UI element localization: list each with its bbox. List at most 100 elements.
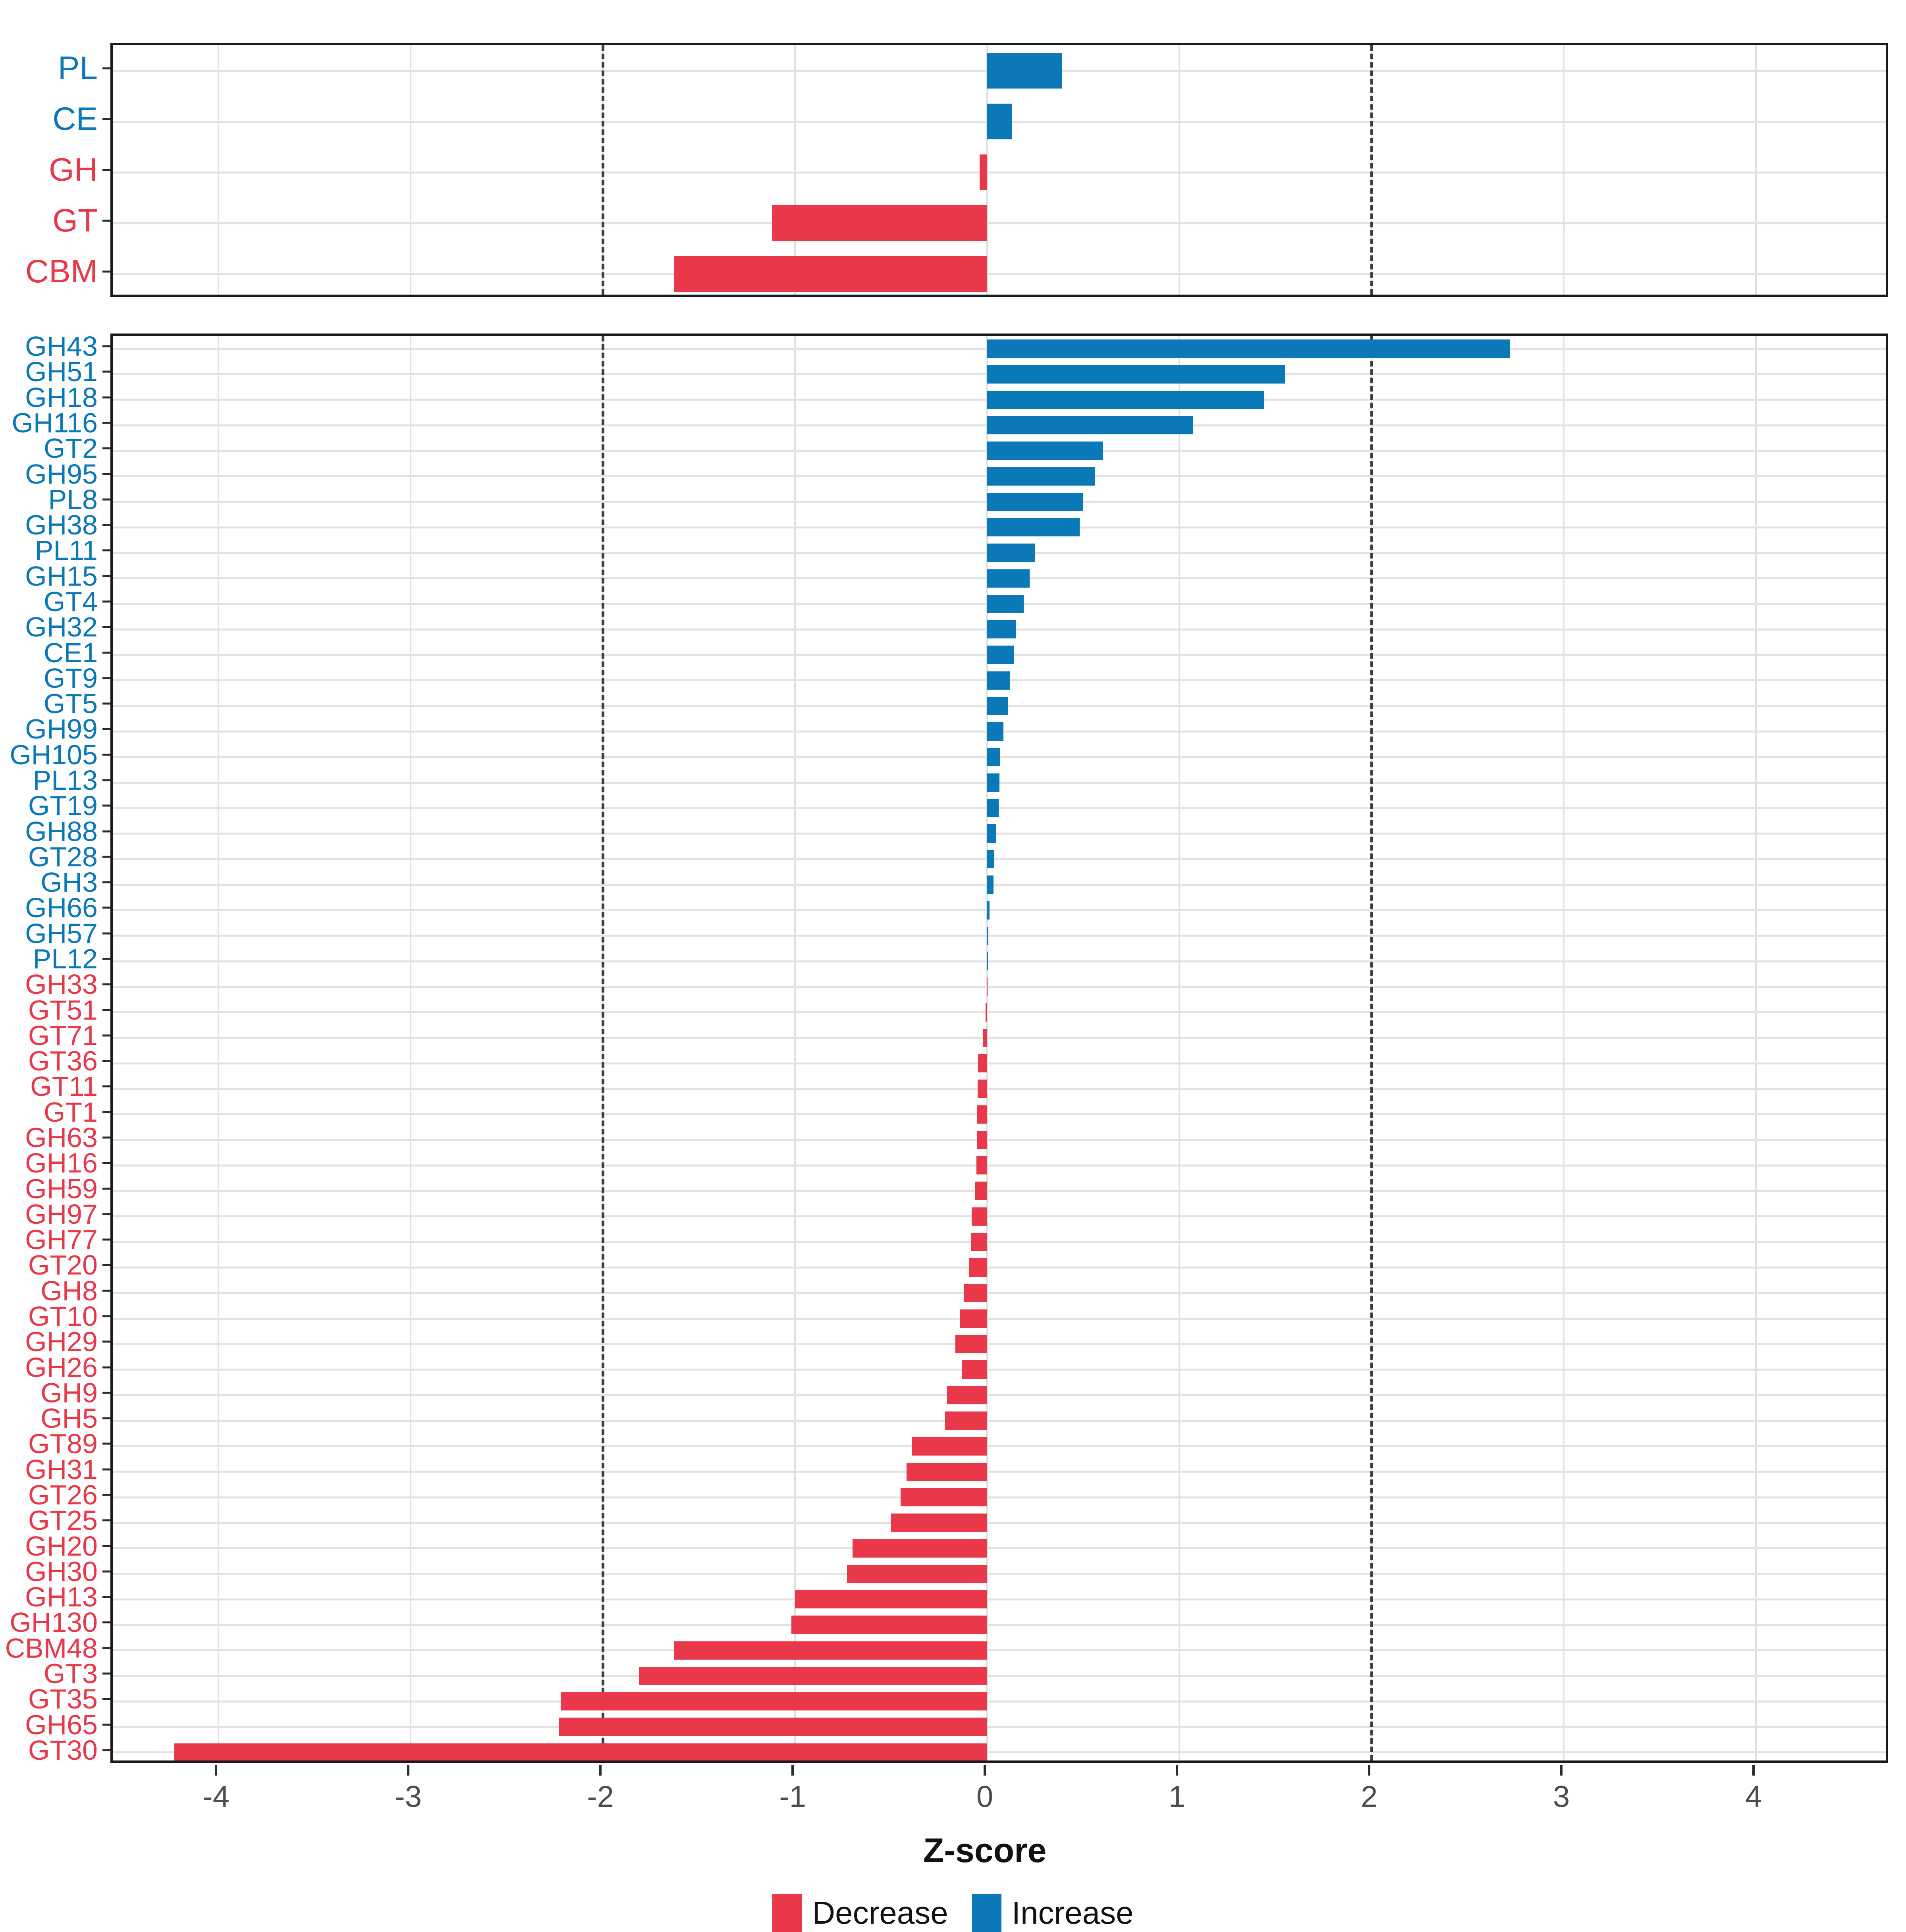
bar[interactable]: [987, 492, 1084, 511]
bar[interactable]: [987, 416, 1193, 435]
bar[interactable]: [987, 594, 1024, 613]
bar[interactable]: [970, 1233, 988, 1251]
bar[interactable]: [847, 1564, 988, 1583]
bar[interactable]: [987, 926, 989, 945]
y-tick-mark: [102, 345, 110, 347]
y-axis-tick-label: GH51: [25, 356, 98, 388]
bar[interactable]: [987, 365, 1285, 384]
y-tick-mark: [102, 881, 110, 883]
bar[interactable]: [947, 1386, 988, 1404]
bar[interactable]: [987, 442, 1103, 460]
bar[interactable]: [969, 1258, 988, 1277]
bar[interactable]: [985, 1003, 988, 1022]
bar[interactable]: [964, 1284, 988, 1302]
y-gridline: [113, 1037, 1886, 1039]
y-axis-tick-label: GH63: [25, 1122, 98, 1153]
bar[interactable]: [987, 773, 999, 792]
bar[interactable]: [987, 824, 997, 843]
bar[interactable]: [912, 1437, 988, 1456]
y-axis-tick-label: GH8: [41, 1275, 98, 1306]
y-axis-tick-label: GH26: [25, 1352, 98, 1383]
bar[interactable]: [987, 620, 1016, 639]
bar[interactable]: [955, 1335, 988, 1354]
bar[interactable]: [791, 1616, 988, 1634]
x-tick-mark: [407, 1765, 410, 1776]
y-axis-tick-label: GH20: [25, 1530, 98, 1562]
bar[interactable]: [560, 1692, 988, 1711]
bar[interactable]: [795, 1590, 988, 1609]
bar[interactable]: [987, 53, 1062, 89]
bar[interactable]: [987, 104, 1013, 139]
y-gridline: [113, 273, 1886, 275]
bar[interactable]: [976, 1156, 988, 1175]
bar[interactable]: [975, 1182, 988, 1200]
bar[interactable]: [978, 1054, 988, 1073]
bar[interactable]: [174, 1743, 988, 1760]
x-tick-mark: [599, 1765, 602, 1776]
y-tick-mark: [102, 1085, 110, 1087]
bar[interactable]: [972, 1207, 988, 1226]
bar[interactable]: [959, 1309, 988, 1328]
bar[interactable]: [987, 901, 990, 920]
y-gridline: [113, 1700, 1886, 1703]
y-axis-tick-label: GH16: [25, 1147, 98, 1179]
bar[interactable]: [772, 205, 988, 241]
bar[interactable]: [891, 1514, 988, 1532]
bar[interactable]: [987, 875, 994, 894]
bar[interactable]: [639, 1666, 988, 1685]
bar[interactable]: [987, 697, 1009, 715]
bar[interactable]: [987, 646, 1014, 664]
y-axis-tick-label: GT89: [28, 1428, 98, 1460]
bar[interactable]: [962, 1360, 988, 1379]
bar[interactable]: [987, 339, 1510, 358]
bar[interactable]: [987, 850, 994, 868]
bar[interactable]: [945, 1411, 988, 1430]
bar[interactable]: [977, 1105, 988, 1124]
y-tick-mark: [102, 1009, 110, 1011]
bar[interactable]: [987, 952, 988, 971]
bar[interactable]: [987, 671, 1011, 690]
x-gridline: [1179, 336, 1181, 1760]
y-axis-tick-label: GH29: [25, 1326, 98, 1357]
bar[interactable]: [987, 467, 1095, 486]
bar[interactable]: [977, 1130, 988, 1149]
y-tick-mark: [102, 1647, 110, 1649]
bar[interactable]: [987, 978, 988, 996]
bar[interactable]: [674, 256, 988, 292]
y-axis-tick-label: GH3: [41, 867, 98, 898]
y-axis-tick-label: PL: [58, 50, 98, 86]
y-gridline: [113, 1496, 1886, 1498]
y-gridline: [113, 1598, 1886, 1600]
y-axis-tick-label: GT28: [28, 841, 98, 872]
y-tick-mark: [102, 702, 110, 705]
bar[interactable]: [978, 1080, 988, 1098]
y-axis-tick-label: GT36: [28, 1045, 98, 1077]
bar[interactable]: [987, 518, 1080, 537]
y-tick-mark: [102, 1238, 110, 1241]
bar[interactable]: [979, 154, 988, 190]
bar[interactable]: [987, 544, 1036, 562]
bar[interactable]: [987, 569, 1030, 588]
bar[interactable]: [906, 1462, 988, 1481]
y-tick-mark: [102, 1264, 110, 1266]
bar[interactable]: [853, 1539, 988, 1558]
bar[interactable]: [987, 799, 999, 818]
y-axis-tick-label: GT35: [28, 1683, 98, 1715]
legend-item-increase[interactable]: Increase: [972, 1894, 1134, 1932]
bar[interactable]: [983, 1028, 988, 1047]
bar[interactable]: [901, 1488, 988, 1507]
bar[interactable]: [987, 390, 1264, 409]
bar[interactable]: [987, 722, 1004, 741]
y-axis-tick-label: GT: [52, 202, 98, 239]
x-axis-tick-label: -1: [779, 1780, 806, 1814]
legend-item-decrease[interactable]: Decrease: [772, 1894, 948, 1932]
y-tick-mark: [102, 575, 110, 577]
y-axis-tick-label: PL11: [35, 535, 98, 566]
bar[interactable]: [558, 1718, 988, 1736]
bar[interactable]: [674, 1641, 988, 1660]
bar[interactable]: [987, 748, 1000, 766]
x-axis-tick-label: -2: [587, 1780, 614, 1814]
y-axis-tick-label: GH65: [25, 1709, 98, 1740]
y-tick-mark: [102, 1468, 110, 1471]
x-tick-mark: [1368, 1765, 1371, 1776]
